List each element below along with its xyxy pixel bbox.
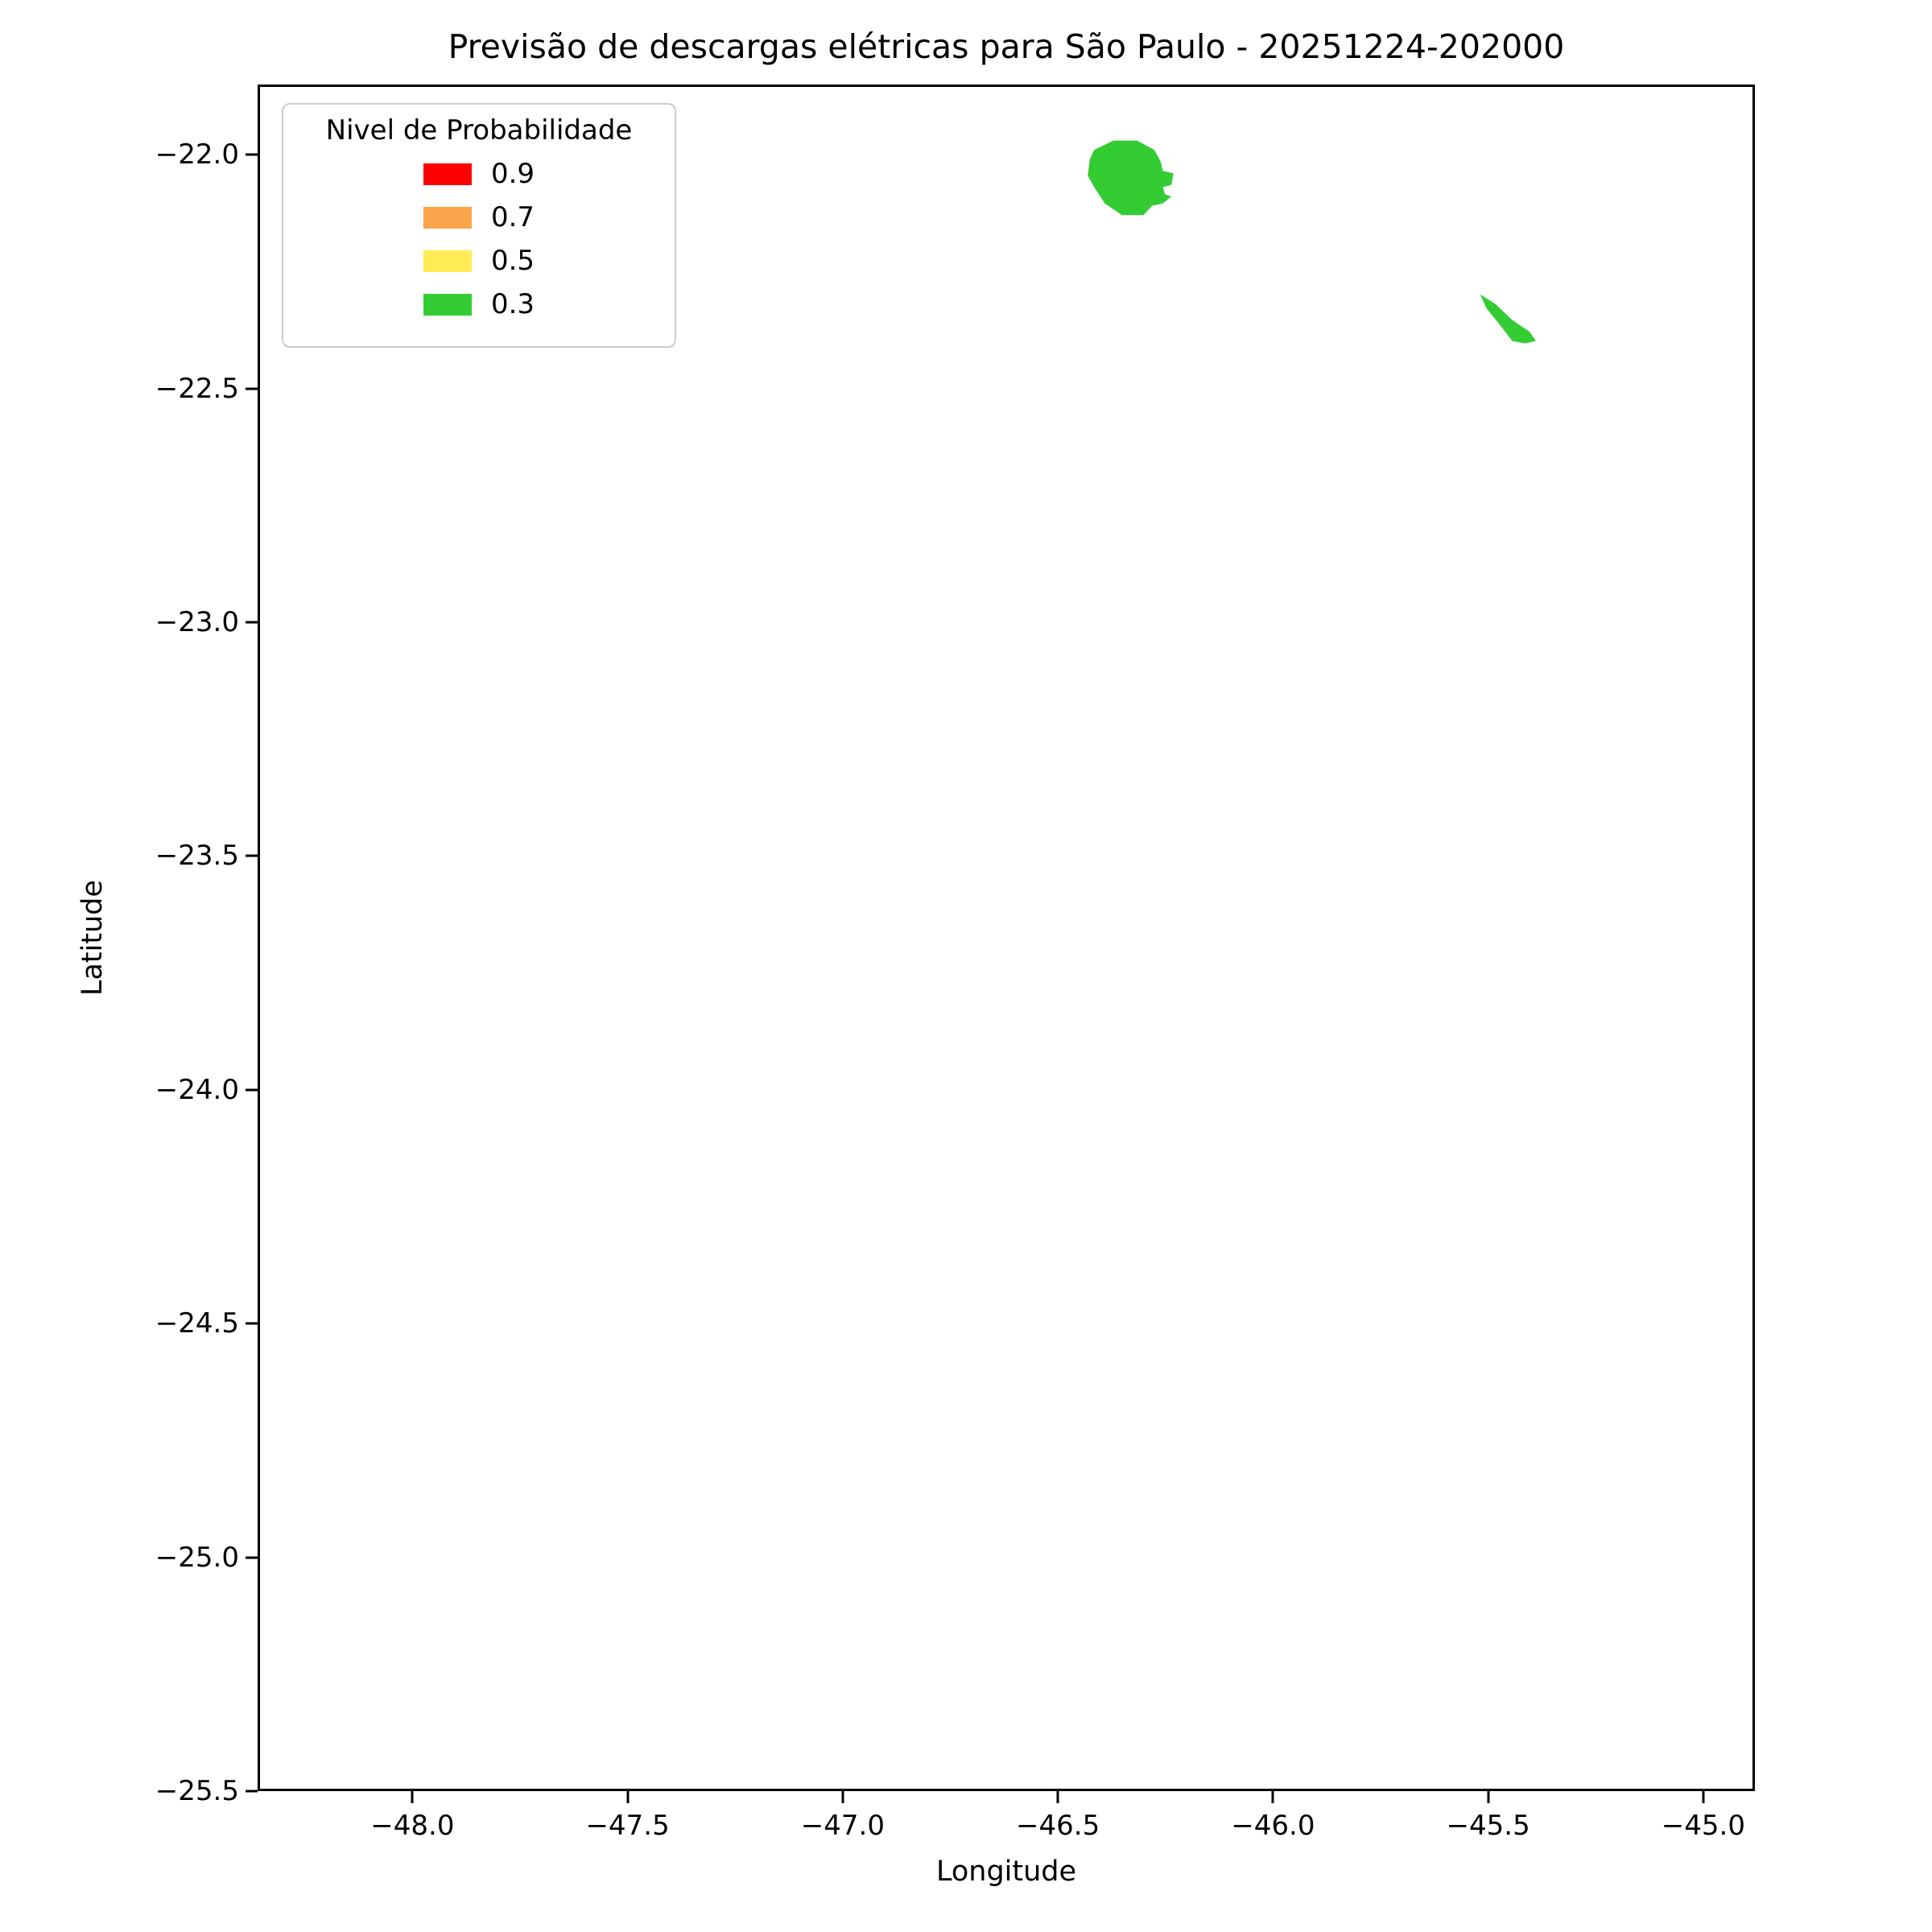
legend-row: 0.5 (423, 245, 535, 277)
y-tick-label: −25.5 (155, 1775, 239, 1807)
x-tick-label: −48.0 (370, 1810, 455, 1842)
y-tick-label: −22.5 (155, 372, 239, 405)
legend-swatch (423, 250, 472, 272)
x-tick-label: −45.0 (1661, 1810, 1745, 1842)
x-tick-label: −45.5 (1446, 1810, 1530, 1842)
chart-title: Previsão de descargas elétricas para São… (448, 27, 1565, 66)
y-axis-label: Latitude (76, 879, 109, 997)
x-tick-mark (1702, 1791, 1705, 1803)
y-tick-label: −24.5 (155, 1307, 239, 1340)
y-tick-mark (246, 153, 258, 156)
x-tick-label: −47.0 (800, 1810, 885, 1842)
y-tick-label: −23.0 (155, 605, 239, 638)
legend-swatch (423, 293, 472, 316)
x-tick-label: −46.5 (1016, 1810, 1100, 1842)
legend-swatch (423, 206, 472, 229)
legend-entry-label: 0.5 (490, 245, 535, 277)
y-tick-mark (246, 1322, 258, 1325)
x-tick-mark (841, 1791, 844, 1803)
legend-entry-label: 0.7 (490, 201, 535, 233)
probability-polygon (1088, 140, 1174, 216)
y-tick-label: −24.0 (155, 1073, 239, 1106)
x-tick-mark (1271, 1791, 1274, 1803)
y-tick-mark (246, 1790, 258, 1793)
plot-area (258, 85, 1755, 1791)
y-tick-mark (246, 854, 258, 857)
y-tick-label: −22.0 (155, 138, 239, 171)
x-tick-label: −46.0 (1231, 1810, 1315, 1842)
legend-entry-label: 0.9 (490, 158, 535, 190)
legend-row: 0.9 (423, 158, 535, 190)
legend-row: 0.7 (423, 201, 535, 233)
y-tick-mark (246, 387, 258, 390)
y-tick-label: −25.0 (155, 1541, 239, 1574)
x-tick-mark (1056, 1791, 1059, 1803)
y-tick-label: −23.5 (155, 840, 239, 873)
legend-entries: 0.9 0.7 0.5 0.3 (423, 158, 535, 320)
y-tick-mark (246, 1088, 258, 1092)
x-tick-mark (1487, 1791, 1490, 1803)
probability-polygons-svg (1088, 140, 1536, 344)
x-tick-label: −47.5 (585, 1810, 670, 1842)
x-axis-label: Longitude (935, 1856, 1077, 1888)
x-tick-mark (626, 1791, 630, 1803)
y-tick-mark (246, 1556, 258, 1559)
legend: Nivel de Probabilidade 0.9 0.7 0.5 0.3 (282, 103, 676, 348)
legend-title: Nivel de Probabilidade (325, 114, 633, 147)
legend-swatch (423, 163, 472, 185)
probability-polygon (1480, 294, 1536, 344)
legend-entry-label: 0.3 (490, 288, 535, 320)
x-tick-mark (411, 1791, 414, 1803)
legend-row: 0.3 (423, 288, 535, 320)
y-tick-mark (246, 621, 258, 624)
